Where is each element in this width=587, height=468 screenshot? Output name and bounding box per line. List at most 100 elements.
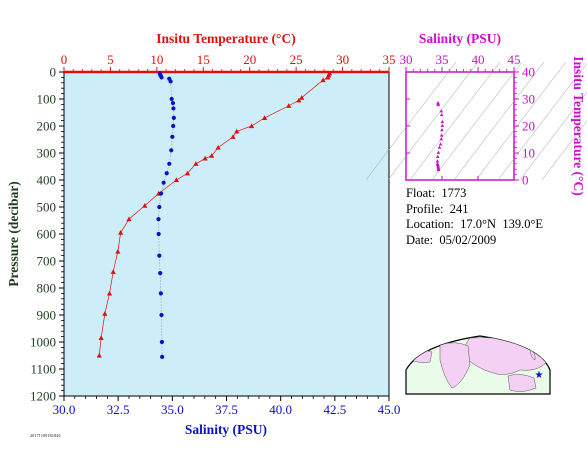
ts-point [440,123,445,127]
top-tick-label: 10 [150,52,163,67]
salinity-point [167,161,172,166]
bottom-tick-label: 35.0 [161,402,184,417]
temperature-point [286,103,292,108]
float-location-marker: ★ [535,370,544,381]
inset-y-tick-label: 20 [522,119,535,134]
density-contour [519,91,587,181]
salinity-point [170,134,175,139]
salinity-point [160,354,165,359]
salinity-point [158,271,163,276]
bottom-tick-label: 37.5 [215,402,238,417]
y-axis-ticks: 0 100 200 300 400 500 600 700 800 900 1000 1100 1200 [30,65,64,404]
salinity-point [171,115,176,120]
temperature-point [96,352,102,358]
temperature-point [320,77,326,83]
salinity-point [159,75,164,80]
inset-x-tick-label: 30 [400,52,413,67]
salinity-point [158,191,164,196]
ts-point [439,109,444,113]
profile-value: 241 [449,201,469,216]
ts-point [436,167,441,172]
y-tick-label: 1100 [30,362,56,377]
inset-series-layer [435,100,445,172]
top-axis-ticks: 0 5 10 15 20 25 30 35 [61,52,396,72]
inset-y-tick-label: 40 [522,65,535,80]
inset-x-tick-label: 45 [508,52,521,67]
top-tick-label: 20 [243,52,256,67]
salinity-point [168,79,173,84]
ts-point [436,101,440,105]
salinity-point [161,180,166,185]
temperature-point [248,123,255,129]
y-tick-label: 900 [37,308,57,323]
top-tick-label: 25 [290,52,303,67]
temperature-point [173,177,179,183]
temperature-point [230,134,236,139]
bottom-tick-label: 42.5 [323,402,346,417]
y-tick-label: 400 [37,173,57,188]
salinity-point [158,291,163,296]
date-row: Date: 05/02/2009 [406,233,543,249]
inset-y-axis-title: Insitu Temperature (°C) [571,56,586,195]
density-contour [365,61,457,181]
density-contour [453,61,545,181]
temperature-point [296,97,302,103]
temperature-point [234,128,240,134]
top-tick-label: 0 [61,52,68,67]
inset-x-tick-label: 40 [472,52,485,67]
temperature-point [325,74,331,80]
density-contour [497,62,587,181]
y-tick-label: 700 [37,254,57,269]
y-tick-label: 600 [37,227,57,242]
temperature-point [110,269,116,274]
temperature-point [118,230,124,235]
inset-y-tick-label: 30 [522,92,535,107]
y-tick-label: 100 [37,92,57,107]
footer-code: 20171109181826 [30,433,61,438]
ts-point [440,119,445,124]
y-tick-label: 1200 [30,389,56,404]
temperature-point [106,290,113,296]
location-lat: 17.0°N [460,217,497,231]
profile-label: Profile: [406,201,444,216]
y-axis-title: Pressure (decibar) [6,181,21,287]
salinity-point [169,148,174,153]
float-label: Float: [406,186,436,200]
float-value: 1773 [441,186,467,200]
temperature-point [142,203,148,208]
location-map: ★ [405,335,551,395]
ts-point [437,145,442,149]
density-contour [409,61,501,181]
ts-point [436,150,441,154]
bottom-axis-ticks: 30.0 32.5 35.0 37.5 40.0 42.5 45.0 [53,396,400,417]
location-label: Location: [406,217,454,231]
temperature-point [261,115,268,120]
ts-point [435,159,440,163]
ts-point [440,127,444,132]
salinity-point [157,204,162,210]
salinity-point [159,312,164,318]
bottom-tick-label: 30.0 [53,402,76,417]
top-axis-title: Insitu Temperature (°C) [156,31,295,46]
inset-x-axis-title: Salinity (PSU) [419,31,501,46]
salinity-point [159,339,165,345]
y-tick-label: 500 [37,200,57,215]
salinity-point [169,96,174,102]
main-plot-area [63,71,390,397]
salinity-point [170,100,176,106]
top-tick-label: 30 [336,52,349,67]
ts-point [436,102,441,107]
temperature-point [299,95,305,100]
top-tick-label: 5 [107,52,114,67]
float-row: Float: 1773 [406,186,543,202]
bottom-axis-title: Salinity (PSU) [185,422,267,437]
salinity-point [164,171,169,176]
salinity-point [171,106,176,111]
salinity-point [156,217,161,222]
ts-point [439,137,444,141]
top-tick-label: 15 [197,52,210,67]
float-info-block: Float: 1773 Profile: 241 Location: 17.0°… [406,186,543,248]
temperature-point [193,161,199,166]
salinity-point [171,123,176,129]
